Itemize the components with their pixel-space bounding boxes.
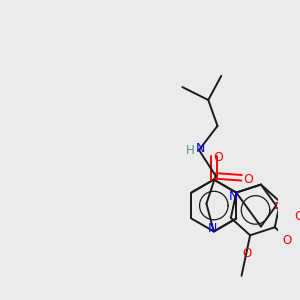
Text: O: O	[295, 210, 300, 223]
Text: O: O	[214, 151, 224, 164]
Text: O: O	[242, 247, 251, 260]
Text: O: O	[282, 234, 292, 247]
Text: O: O	[243, 173, 253, 186]
Text: N: N	[229, 190, 238, 203]
Text: N: N	[208, 222, 218, 235]
Text: H: H	[186, 144, 195, 157]
Text: N: N	[196, 142, 206, 155]
